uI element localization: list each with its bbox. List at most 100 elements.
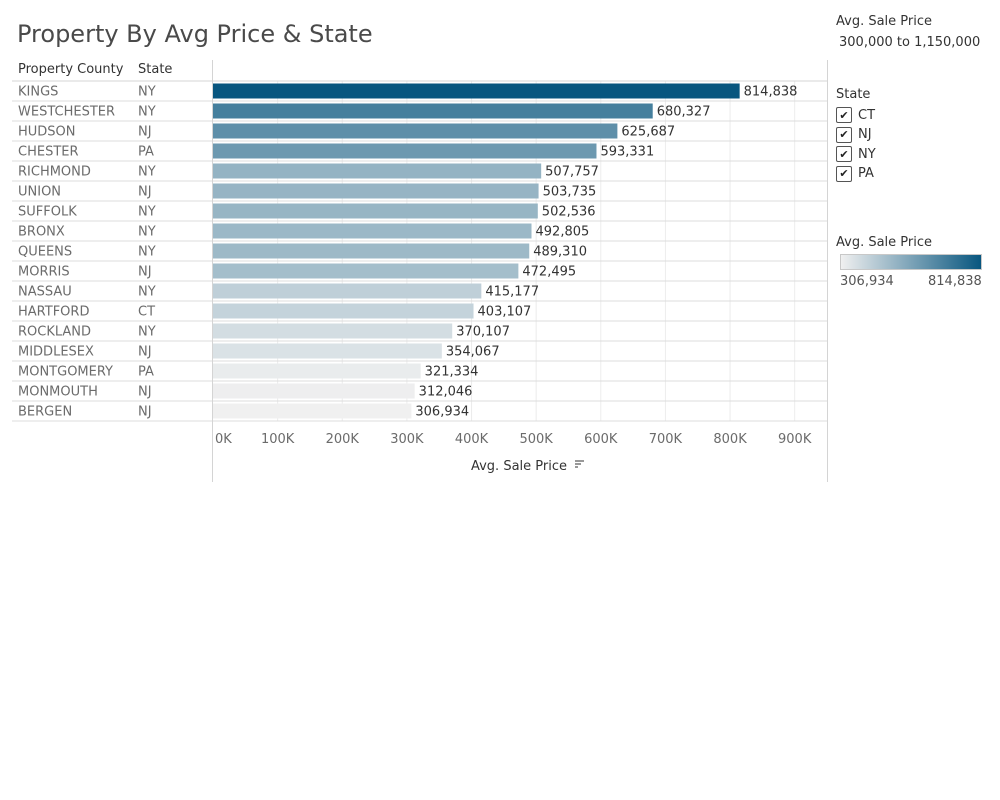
county-label: HARTFORD (18, 305, 89, 320)
state-label: NY (138, 245, 156, 260)
data-label: 502,536 (542, 205, 596, 220)
state-label: NY (138, 165, 156, 180)
x-axis-title: Avg. Sale Price (471, 459, 567, 474)
county-label: KINGS (18, 85, 58, 100)
county-label: NASSAU (18, 285, 72, 300)
bar[interactable] (213, 363, 421, 379)
state-column-header[interactable]: State (138, 62, 173, 77)
color-legend-max: 814,838 (928, 274, 982, 289)
color-legend-ramp (840, 254, 982, 270)
state-label: NY (138, 225, 156, 240)
bar[interactable] (213, 283, 482, 299)
data-label: 415,177 (485, 285, 539, 300)
state-filter-item[interactable]: ✔ NY (836, 144, 876, 164)
x-tick-label: 800K (713, 432, 747, 447)
data-label: 472,495 (522, 265, 576, 280)
bar[interactable] (213, 183, 539, 199)
data-label: 507,757 (545, 165, 599, 180)
data-label: 814,838 (744, 85, 798, 100)
price-filter-title: Avg. Sale Price (836, 14, 933, 29)
bar[interactable] (213, 383, 415, 399)
data-label: 492,805 (536, 225, 590, 240)
state-label: NY (138, 105, 156, 120)
x-tick-label: 400K (455, 432, 489, 447)
state-label: CT (138, 305, 155, 320)
county-label: MONMOUTH (18, 385, 98, 400)
state-filter-item[interactable]: ✔ PA (836, 164, 874, 184)
state-filter-title: State (836, 87, 871, 102)
data-label: 489,310 (533, 245, 587, 260)
state-label: NJ (138, 125, 152, 140)
data-label: 503,735 (543, 185, 597, 200)
state-filter-label: PA (858, 166, 874, 181)
county-label: MONTGOMERY (18, 365, 113, 380)
page-title: Property By Avg Price & State (17, 20, 373, 48)
state-filter-label: NJ (858, 127, 872, 142)
data-label: 625,687 (621, 125, 675, 140)
color-legend-title: Avg. Sale Price (836, 235, 933, 250)
data-label: 680,327 (657, 105, 711, 120)
bar[interactable] (213, 163, 542, 179)
checkbox[interactable]: ✔ (836, 107, 852, 123)
checkbox[interactable]: ✔ (836, 126, 852, 143)
state-filter-item[interactable]: ✔ CT (836, 105, 875, 125)
bar[interactable] (213, 243, 530, 259)
color-legend-min: 306,934 (840, 274, 894, 289)
bar[interactable] (213, 83, 740, 99)
x-tick-label: 0K (215, 432, 232, 447)
bar[interactable] (213, 323, 453, 339)
x-tick-label: 700K (649, 432, 683, 447)
bar[interactable] (213, 303, 474, 319)
county-label: BERGEN (18, 405, 72, 420)
county-label: BRONX (18, 225, 65, 240)
state-label: PA (138, 365, 154, 380)
state-label: NJ (138, 185, 152, 200)
county-label: UNION (18, 185, 61, 200)
data-label: 354,067 (446, 345, 500, 360)
data-label: 593,331 (600, 145, 654, 160)
state-label: NY (138, 85, 156, 100)
data-label: 306,934 (415, 405, 469, 420)
data-label: 312,046 (419, 385, 473, 400)
bar[interactable] (213, 123, 618, 139)
bar[interactable] (213, 403, 412, 419)
state-label: NY (138, 325, 156, 340)
county-label: CHESTER (18, 145, 79, 160)
bar[interactable] (213, 343, 442, 359)
x-tick-label: 500K (519, 432, 553, 447)
data-label: 321,334 (425, 365, 479, 380)
county-label: MIDDLESEX (18, 345, 94, 360)
county-label: HUDSON (18, 125, 76, 140)
bar[interactable] (213, 103, 653, 119)
county-label: MORRIS (18, 265, 70, 280)
checkbox[interactable]: ✔ (836, 165, 852, 182)
county-label: RICHMOND (18, 165, 91, 180)
checkbox[interactable]: ✔ (836, 146, 852, 162)
data-label: 370,107 (456, 325, 510, 340)
county-label: QUEENS (18, 245, 72, 260)
state-label: PA (138, 145, 154, 160)
bar[interactable] (213, 223, 532, 239)
x-tick-label: 100K (261, 432, 295, 447)
state-filter-label: NY (858, 146, 876, 162)
county-label: WESTCHESTER (18, 105, 115, 120)
state-label: NJ (138, 265, 152, 280)
county-column-header[interactable]: Property County (18, 62, 124, 77)
state-label: NJ (138, 345, 152, 360)
state-label: NJ (138, 385, 152, 400)
state-label: NY (138, 285, 156, 300)
bar[interactable] (213, 203, 538, 219)
state-filter-label: CT (858, 107, 876, 123)
state-label: NJ (138, 405, 152, 420)
state-label: NY (138, 205, 156, 220)
price-filter-range[interactable]: 300,000 to 1,150,000 (839, 35, 981, 50)
bar[interactable] (213, 143, 597, 159)
x-tick-label: 600K (584, 432, 618, 447)
county-label: SUFFOLK (18, 205, 77, 220)
x-tick-label: 300K (390, 432, 424, 447)
bar-chart: KINGS NY 814,838 WESTCHESTER NY 680,327 HUDSON… (12, 60, 828, 482)
county-label: ROCKLAND (18, 325, 91, 340)
bar[interactable] (213, 263, 519, 279)
state-filter-item[interactable]: ✔ NJ (836, 125, 872, 145)
x-tick-label: 200K (326, 432, 360, 447)
